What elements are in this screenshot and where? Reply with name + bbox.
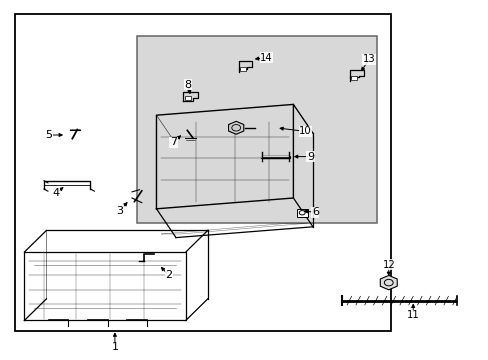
Text: 2: 2: [165, 270, 172, 280]
Text: 4: 4: [53, 188, 60, 198]
Bar: [137, 36, 376, 223]
Text: 8: 8: [184, 80, 191, 90]
Text: 1: 1: [111, 342, 118, 352]
Text: 14: 14: [260, 53, 272, 63]
Bar: [296, 209, 307, 217]
Text: 7: 7: [170, 137, 177, 147]
Bar: [350, 76, 357, 80]
Bar: [185, 96, 191, 100]
Bar: [15, 14, 390, 331]
Text: 6: 6: [311, 207, 318, 217]
Text: 12: 12: [382, 260, 394, 270]
Text: 3: 3: [116, 206, 123, 216]
Text: 5: 5: [45, 130, 52, 140]
Text: 9: 9: [306, 152, 313, 162]
Text: 11: 11: [406, 310, 419, 320]
Text: 13: 13: [362, 54, 375, 64]
Text: 10: 10: [299, 126, 311, 136]
Bar: [240, 67, 245, 71]
